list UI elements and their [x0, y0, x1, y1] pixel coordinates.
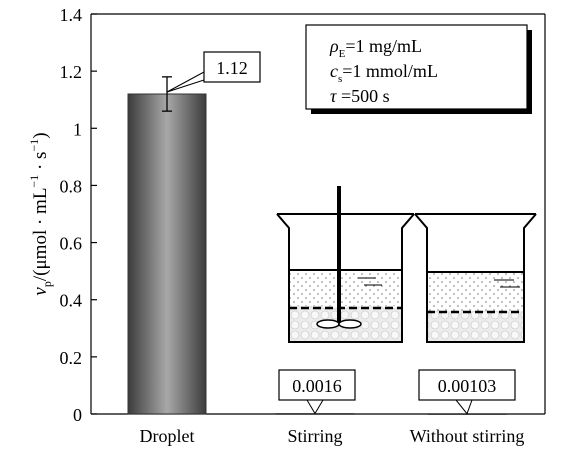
data-label-box: [418, 369, 516, 401]
bars: [127, 76, 507, 415]
y-tick-label: 0.2: [60, 348, 83, 368]
beaker-stirring-illustration: [276, 186, 415, 343]
stirrer-blade: [316, 319, 340, 329]
x-tick-label: Droplet: [140, 426, 195, 446]
bar: [127, 93, 207, 415]
data-label: 1.12: [216, 58, 248, 78]
data-label-box: [203, 51, 261, 83]
x-tick-labels: Droplet Stirring Without stirring: [140, 426, 525, 446]
beaker-without-stirring-illustration: [414, 213, 537, 343]
y-tick-label: 1.2: [60, 62, 83, 82]
param-rho: ρE=1 mg/mL: [329, 36, 422, 60]
data-label-box: [278, 369, 356, 401]
y-tick-label: 1.4: [60, 5, 83, 25]
data-label-pointer: [306, 399, 324, 415]
y-tick-label: 0.8: [60, 176, 83, 196]
data-labels: 1.12 0.0016 0.00103: [166, 51, 516, 415]
x-tick-label: Without stirring: [410, 426, 525, 446]
y-axis-label: vp/(μmol · mL−1 · s−1): [27, 132, 54, 295]
y-ticks: 0 0.2 0.4 0.6 0.8 1 1.2 1.4: [60, 5, 97, 425]
x-tick-label: Stirring: [287, 426, 342, 446]
data-label-pointer: [454, 399, 473, 415]
param-c: cs=1 mmol/mL: [330, 61, 438, 85]
y-tick-label: 1: [73, 119, 82, 139]
y-tick-label: 0.6: [60, 234, 83, 254]
y-tick-label: 0.4: [60, 291, 83, 311]
data-label-pointer: [166, 71, 205, 93]
parameter-box: ρE=1 mg/mL cs=1 mmol/mL τ =500 s: [305, 24, 532, 114]
param-tau: τ =500 s: [330, 86, 390, 106]
data-label: 0.00103: [438, 376, 497, 396]
y-tick-label: 0: [73, 405, 82, 425]
data-label: 0.0016: [292, 376, 342, 396]
